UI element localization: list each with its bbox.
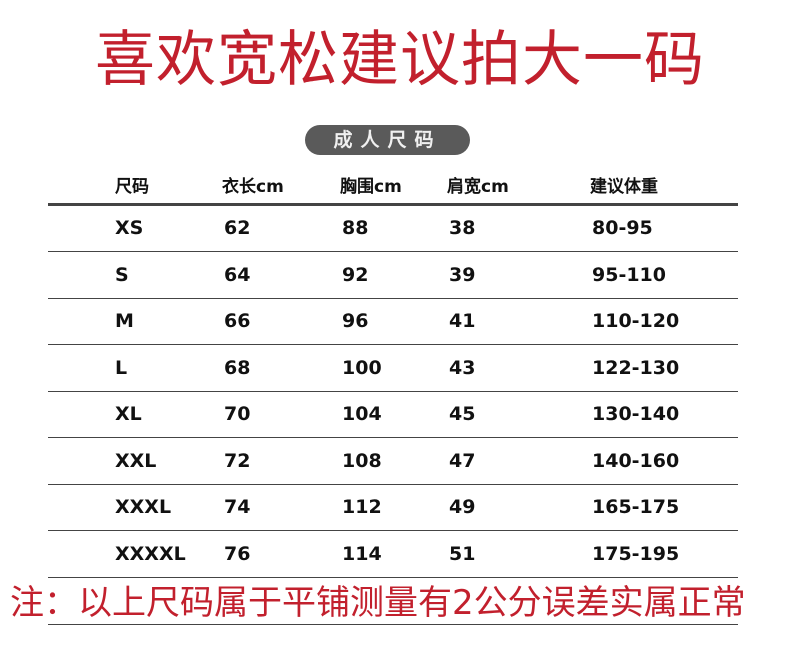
table-cell: XS [115,217,144,239]
table-cell: XXL [115,449,157,472]
table-cell: 49 [449,496,476,518]
table-cell: 114 [342,542,382,565]
table-cell: L [115,356,128,379]
divider [48,298,738,299]
table-cell: 72 [224,449,251,472]
table-cell: XXXL [115,496,172,518]
table-cell: 140-160 [592,449,680,472]
section-badge: 成人尺码 [305,125,470,155]
table-cell: 43 [449,356,476,379]
table-cell: 39 [449,263,476,286]
table-cell: 104 [342,403,382,425]
table-cell: 62 [224,217,251,239]
column-header: 建议体重 [590,177,658,197]
column-header: 肩宽cm [447,177,509,197]
table-cell: S [115,263,129,286]
table-cell: 108 [342,449,382,472]
divider [48,344,738,345]
table-cell: M [115,310,134,332]
column-header: 尺码 [115,177,149,197]
table-cell: 112 [342,496,382,518]
table-cell: 38 [449,217,476,239]
table-cell: 41 [449,310,476,332]
footnote: 注：以上尺码属于平铺测量有2公分误差实属正常 [10,583,746,623]
table-cell: 45 [449,403,476,425]
divider [48,391,738,392]
column-header: 衣长cm [222,177,284,197]
table-cell: 175-195 [592,542,680,565]
table-cell: 68 [224,356,251,379]
table-cell: 96 [342,310,369,332]
table-cell: 100 [342,356,382,379]
table-cell: 64 [224,263,251,286]
divider [48,251,738,252]
table-cell: 165-175 [592,496,680,518]
table-cell: 110-120 [592,310,680,332]
table-cell: XL [115,403,142,425]
table-cell: 74 [224,496,251,518]
table-cell: 76 [224,542,251,565]
divider [48,624,738,625]
divider [48,437,738,438]
table-cell: XXXXL [115,542,186,565]
table-cell: 80-95 [592,217,653,239]
divider [48,577,738,578]
table-cell: 92 [342,263,369,286]
divider [48,530,738,531]
table-cell: 66 [224,310,251,332]
column-header: 胸围cm [340,177,402,197]
table-cell: 47 [449,449,476,472]
table-cell: 95-110 [592,263,666,286]
page-title: 喜欢宽松建议拍大一码 [95,25,705,95]
table-cell: 88 [342,217,369,239]
table-cell: 51 [449,542,476,565]
divider [48,203,738,206]
table-cell: 70 [224,403,251,425]
table-cell: 130-140 [592,403,680,425]
divider [48,484,738,485]
table-cell: 122-130 [592,356,680,379]
